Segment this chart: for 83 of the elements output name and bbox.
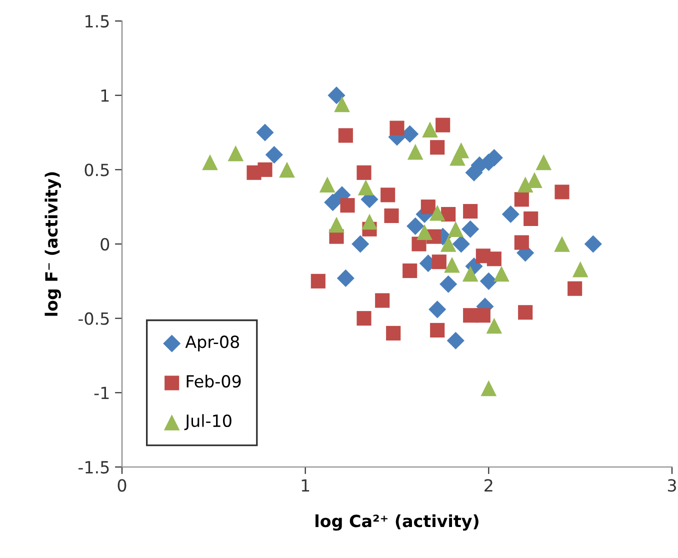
point (444, 256, 460, 273)
x-tick-label: 3 (668, 479, 676, 492)
point (430, 322, 445, 338)
point (440, 236, 456, 252)
point (568, 281, 582, 296)
point (514, 235, 529, 250)
point (452, 235, 470, 253)
x-axis-title: log Ca²⁺ (activity) (316, 514, 478, 531)
point (526, 172, 542, 188)
y-axis-title: log F⁻ (activity) (44, 172, 62, 316)
x-tick-label: 0 (118, 479, 126, 492)
point (265, 146, 283, 164)
point (486, 318, 502, 334)
x-tick-label: 1 (302, 479, 310, 492)
x-tick-label: 2 (484, 479, 492, 492)
point (340, 198, 355, 213)
point (356, 311, 372, 326)
point (462, 220, 480, 238)
point (336, 269, 354, 287)
y-tick-label: 1 (101, 90, 109, 102)
y-tick-label: -0.5 (78, 312, 109, 325)
point (536, 154, 552, 170)
point (480, 272, 498, 290)
point (584, 235, 602, 253)
point (462, 266, 478, 282)
point (328, 216, 344, 233)
point (448, 221, 464, 238)
point (416, 224, 432, 240)
point (502, 205, 520, 224)
point (258, 162, 272, 177)
point (358, 180, 374, 196)
point (279, 162, 295, 178)
point (494, 266, 510, 282)
point (422, 122, 438, 138)
point (406, 217, 424, 235)
point (310, 274, 326, 288)
point (386, 326, 401, 340)
point (334, 96, 350, 112)
legend-label: Jul-10 (184, 414, 232, 430)
point (429, 204, 446, 221)
legend-label: Apr-08 (185, 336, 240, 352)
point (524, 211, 538, 226)
point (554, 236, 570, 252)
point (480, 380, 497, 396)
point (356, 165, 372, 180)
y-tick-label: -1.5 (78, 461, 109, 474)
point (362, 214, 378, 230)
point (440, 275, 458, 293)
point (256, 124, 274, 142)
point (324, 194, 342, 212)
point (375, 293, 390, 308)
y-tick-label: 0 (100, 238, 110, 251)
point (441, 206, 456, 222)
point (202, 154, 218, 170)
point (428, 300, 446, 318)
point (436, 118, 450, 132)
point (572, 261, 588, 278)
point (390, 120, 404, 136)
point (352, 235, 370, 253)
point (453, 142, 470, 158)
y-tick-label: 1.5 (86, 15, 109, 28)
point (319, 176, 336, 192)
point (476, 308, 490, 323)
point (384, 208, 399, 224)
y-tick-label: 0.5 (84, 164, 109, 176)
point (430, 140, 445, 155)
point (407, 144, 424, 160)
y-tick-label: -1 (94, 386, 109, 399)
point (514, 192, 529, 207)
point (432, 254, 446, 270)
point (463, 204, 478, 219)
point (486, 252, 502, 266)
point (518, 305, 533, 320)
legend-label: Feb-09 (186, 374, 241, 388)
point (328, 86, 346, 104)
point (446, 332, 464, 350)
point (228, 145, 244, 162)
point (554, 184, 570, 200)
point (338, 128, 353, 143)
point (380, 188, 396, 202)
point (420, 200, 436, 214)
point (517, 176, 534, 192)
point (402, 263, 418, 278)
